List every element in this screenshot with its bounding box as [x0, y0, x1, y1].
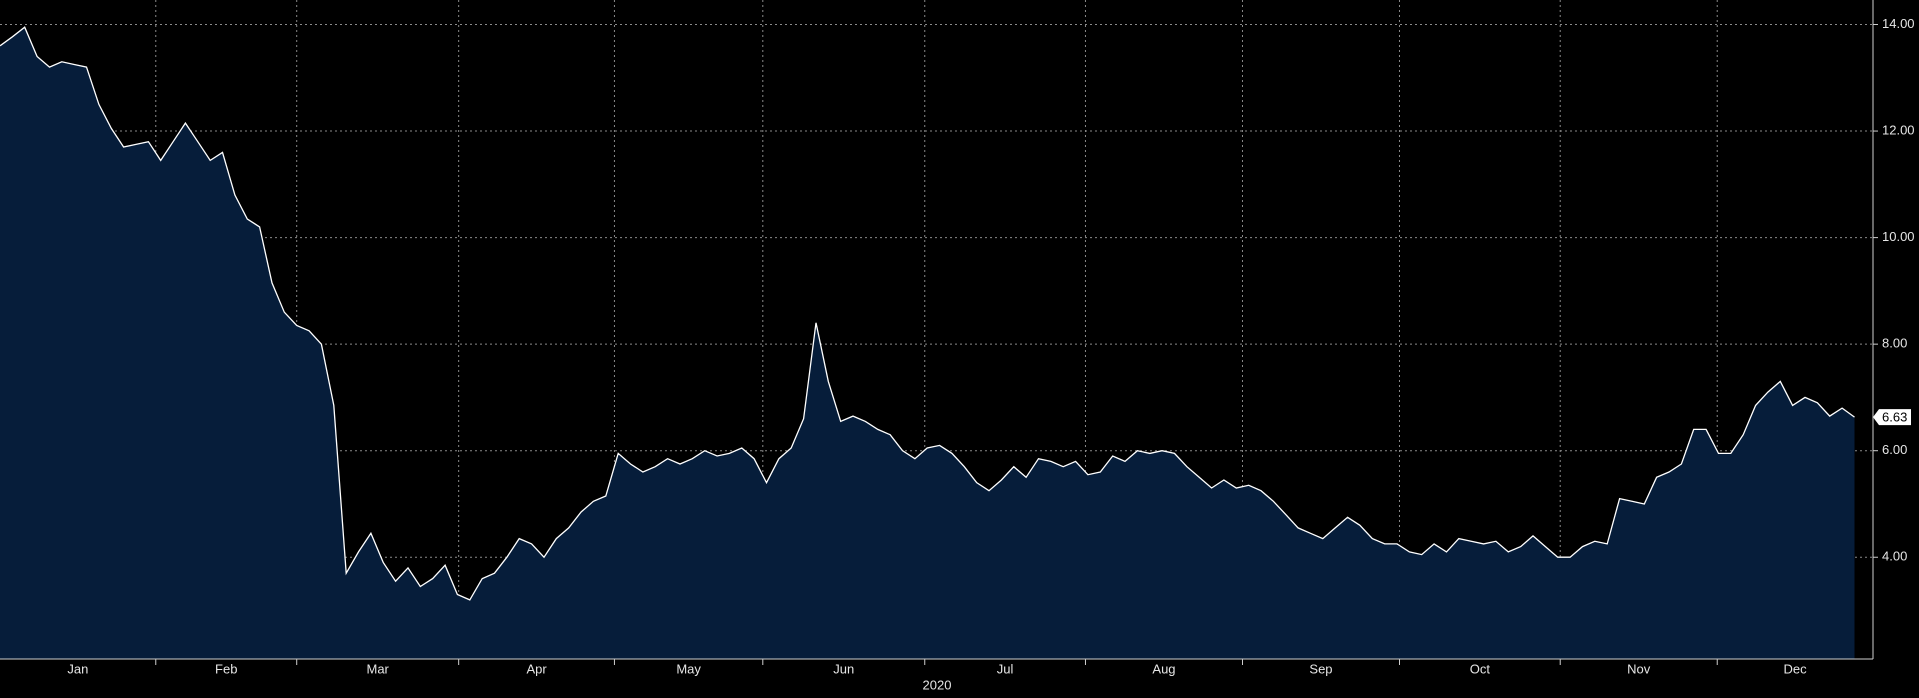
- x-tick-label: Nov: [1627, 661, 1651, 676]
- last-value-box: [1873, 409, 1911, 426]
- x-tick-label: Mar: [366, 661, 389, 676]
- x-tick-label: Jun: [833, 661, 854, 676]
- x-tick-label: Oct: [1470, 661, 1491, 676]
- x-tick-label: Jan: [67, 661, 88, 676]
- y-tick-label: 12.00: [1882, 122, 1915, 137]
- x-tick-label: Feb: [215, 661, 237, 676]
- y-tick-label: 6.00: [1882, 442, 1907, 457]
- x-tick-label: Jul: [997, 661, 1014, 676]
- x-axis-label: 2020: [923, 677, 952, 692]
- y-tick-label: 4.00: [1882, 549, 1907, 564]
- y-tick-label: 14.00: [1882, 16, 1915, 31]
- x-tick-label: Aug: [1152, 661, 1175, 676]
- area: [0, 27, 1855, 659]
- y-tick-label: 8.00: [1882, 336, 1907, 351]
- line: [0, 26, 1855, 601]
- x-tick-label: May: [676, 661, 701, 676]
- y-tick-label: 10.00: [1882, 229, 1915, 244]
- last-value-label: 6.63: [1882, 410, 1907, 425]
- x-tick-label: Dec: [1784, 661, 1808, 676]
- x-tick-label: Apr: [526, 661, 547, 676]
- x-tick-label: Sep: [1309, 661, 1332, 676]
